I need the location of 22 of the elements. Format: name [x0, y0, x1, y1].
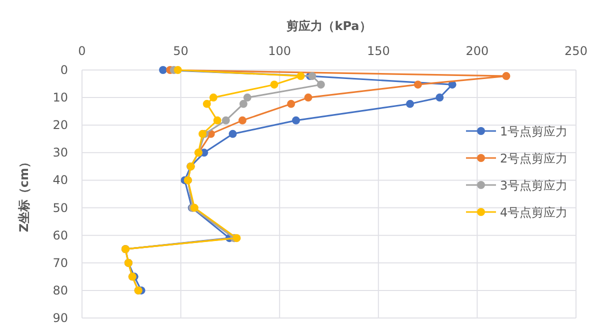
- y-tick-label: 0: [60, 63, 68, 77]
- x-axis-title: 剪应力（kPa）: [286, 19, 372, 33]
- y-tick-label: 20: [52, 118, 68, 132]
- x-tick-label: 250: [564, 44, 588, 58]
- x-tick-label: 150: [366, 44, 390, 58]
- x-tick-label: 200: [466, 44, 489, 58]
- x-tick-label: 0: [78, 44, 86, 58]
- x-tick-label: 100: [268, 44, 292, 58]
- y-tick-label: 30: [52, 146, 68, 160]
- legend-label: 4号点剪应力: [500, 206, 568, 220]
- legend-label: 1号点剪应力: [500, 124, 568, 138]
- y-tick-label: 90: [52, 311, 68, 325]
- y-tick-label: 10: [52, 90, 68, 105]
- y-tick-label: 40: [52, 173, 68, 188]
- y-tick-label: 50: [52, 200, 68, 215]
- x-tick-label: 50: [173, 44, 188, 58]
- y-axis-title: Z坐标（cm）: [17, 156, 31, 232]
- y-tick-label: 60: [52, 228, 68, 242]
- y-tick-label: 70: [52, 256, 68, 270]
- y-tick-label: 80: [52, 283, 68, 298]
- legend-label: 2号点剪应力: [500, 152, 568, 166]
- legend-label: 3号点剪应力: [500, 178, 568, 192]
